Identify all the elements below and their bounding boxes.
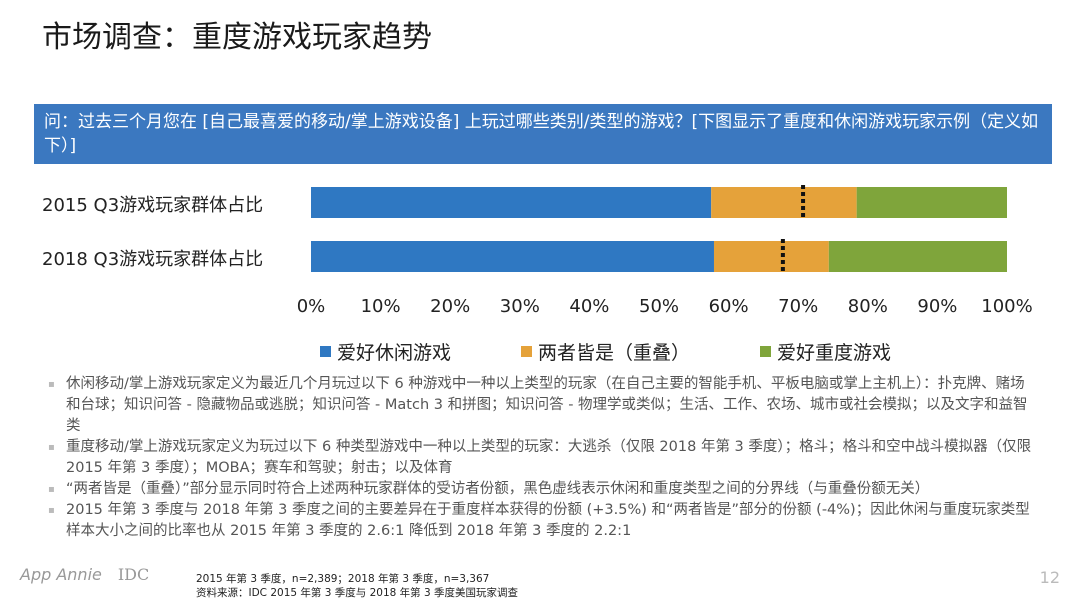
legend-swatch	[760, 346, 772, 357]
bar-segment-0-2	[856, 187, 1007, 218]
row-label-2015: 2015 Q3游戏玩家群体占比	[42, 195, 264, 216]
sample-size: 2015 年第 3 季度，n=2,389；2018 年第 3 季度，n=3,36…	[196, 573, 490, 585]
footnotes: 休闲移动/掌上游戏玩家定义为最近几个月玩过以下 6 种游戏中一种以上类型的玩家（…	[48, 374, 1038, 542]
note-overlap: “两者皆是（重叠）”部分显示同时符合上述两种玩家群体的受访者份额，黑色虚线表示休…	[48, 479, 1038, 500]
bar-segment-1-0	[311, 241, 714, 272]
row-label-2018: 2018 Q3游戏玩家群体占比	[42, 249, 264, 270]
question-banner: 问：过去三个月您在 [自己最喜爱的移动/掌上游戏设备] 上玩过哪些类别/类型的游…	[34, 104, 1052, 164]
note-hardcore-definition: 重度移动/掌上游戏玩家定义为玩过以下 6 种类型游戏中一种以上类型的玩家：大逃杀…	[48, 437, 1038, 479]
legend-swatch	[320, 346, 331, 357]
source: 资料来源：IDC 2015 年第 3 季度与 2018 年第 3 季度美国玩家调…	[196, 587, 519, 599]
x-tick-label: 60%	[708, 296, 749, 317]
logos: App Annie IDC	[20, 565, 149, 584]
x-tick-label: 0%	[296, 296, 326, 317]
idc-logo: IDC	[117, 565, 150, 584]
x-tick-label: 20%	[430, 296, 471, 317]
stacked-bar-chart	[311, 185, 1007, 274]
x-tick-label: 90%	[917, 296, 958, 317]
note-difference: 2015 年第 3 季度与 2018 年第 3 季度之间的主要差异在于重度样本获…	[48, 500, 1038, 542]
x-tick-label: 70%	[778, 296, 819, 317]
legend-label: 爱好休闲游戏	[337, 342, 452, 364]
page-number: 12	[1039, 568, 1060, 587]
x-tick-label: 30%	[499, 296, 540, 317]
x-tick-label: 10%	[360, 296, 401, 317]
x-tick-label: 50%	[638, 296, 680, 317]
legend-label: 爱好重度游戏	[777, 342, 892, 364]
app-annie-logo: App Annie	[20, 565, 102, 584]
legend-item-hardcore: 爱好重度游戏	[760, 338, 891, 365]
bar-segment-1-2	[828, 241, 1007, 272]
x-tick-label: 40%	[569, 296, 610, 317]
legend-item-both: 两者皆是（重叠）	[521, 338, 690, 365]
x-tick-label: 100%	[981, 296, 1033, 317]
x-tick-label: 80%	[847, 296, 888, 317]
legend-label: 两者皆是（重叠）	[538, 342, 691, 364]
legend-swatch	[521, 346, 533, 357]
bar-segment-1-1	[713, 241, 829, 272]
legend: 爱好休闲游戏 两者皆是（重叠） 爱好重度游戏	[320, 338, 891, 365]
bar-segment-0-1	[711, 187, 857, 218]
bar-segment-0-0	[311, 187, 712, 218]
page-title: 市场调查：重度游戏玩家趋势	[42, 20, 432, 55]
legend-item-casual: 爱好休闲游戏	[320, 338, 451, 365]
note-casual-definition: 休闲移动/掌上游戏玩家定义为最近几个月玩过以下 6 种游戏中一种以上类型的玩家（…	[48, 374, 1038, 437]
footer-source: 2015 年第 3 季度，n=2,389；2018 年第 3 季度，n=3,36…	[196, 572, 518, 600]
